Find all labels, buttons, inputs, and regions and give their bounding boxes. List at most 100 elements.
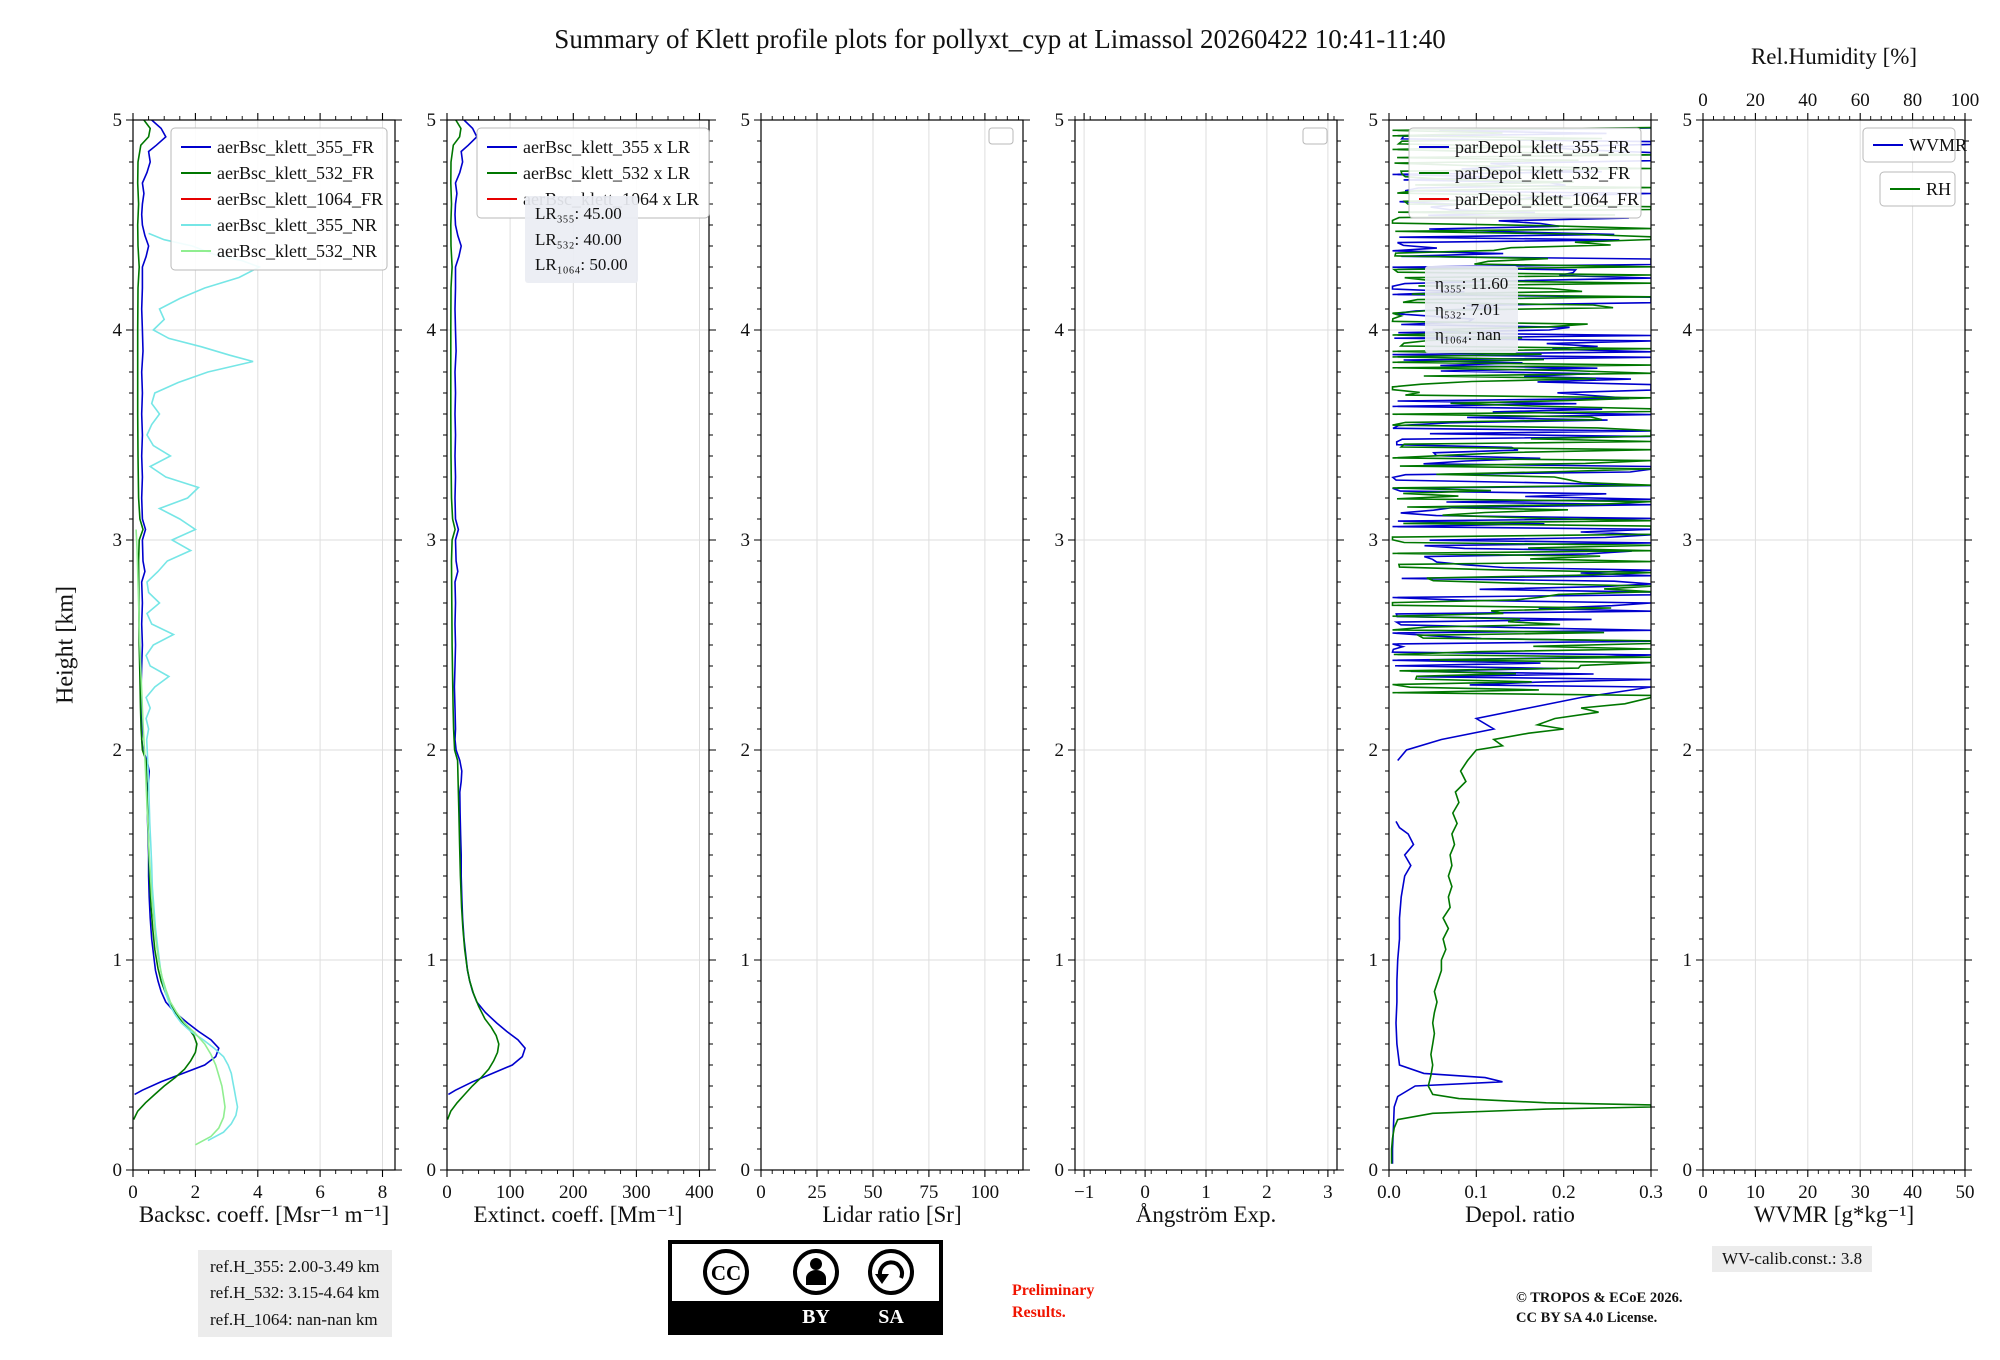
xlabel-backscatter: Backsc. coeff. [Msr⁻¹ m⁻¹] [138, 1202, 390, 1227]
eta-532-value: η₅₃₂: 7.01 [1435, 299, 1501, 319]
svg-text:4: 4 [113, 320, 123, 341]
svg-text:aerBsc_klett_355_FR: aerBsc_klett_355_FR [217, 137, 374, 157]
svg-text:1: 1 [1055, 950, 1065, 971]
svg-text:aerBsc_klett_355_NR: aerBsc_klett_355_NR [217, 215, 377, 235]
cc-by-sa-badge: CC BY SA [668, 1240, 943, 1340]
svg-text:2: 2 [1683, 740, 1693, 761]
svg-text:aerBsc_klett_532_NR: aerBsc_klett_532_NR [217, 241, 377, 261]
svg-text:parDepol_klett_532_FR: parDepol_klett_532_FR [1455, 163, 1630, 183]
svg-text:4: 4 [253, 1182, 263, 1203]
legend-depol: parDepol_klett_355_FR parDepol_klett_532_… [1408, 127, 1642, 219]
svg-text:1: 1 [427, 950, 437, 971]
svg-text:1: 1 [741, 950, 751, 971]
axes-frame [1702, 119, 1966, 1171]
svg-text:2: 2 [113, 740, 123, 761]
svg-text:400: 400 [685, 1182, 714, 1203]
svg-text:2: 2 [427, 740, 437, 761]
cc-logo-icon: CC [703, 1249, 749, 1295]
svg-text:1: 1 [1201, 1182, 1211, 1203]
copyright-line-2: CC BY SA 4.0 License. [1516, 1310, 1658, 1327]
svg-text:3: 3 [113, 530, 123, 551]
svg-text:2: 2 [1262, 1182, 1272, 1203]
svg-text:50: 50 [1956, 1182, 1975, 1203]
svg-text:100: 100 [971, 1182, 1000, 1203]
cc-by-person-icon [793, 1249, 839, 1295]
svg-text:1: 1 [113, 950, 123, 971]
series-group-depol [1390, 126, 1651, 1164]
panel-lidar_ratio: 0 25 50 75 100 0 1 2 3 4 5 [741, 110, 1030, 1203]
svg-text:25: 25 [808, 1182, 827, 1203]
lr-355-value: LR₃₅₅: 45.00 [535, 204, 622, 223]
wv-calib-note: WV-calib.const.: 3.8 [1712, 1246, 1873, 1272]
svg-text:100: 100 [496, 1182, 525, 1203]
copyright-note: © TROPOS & ECoE 2026. CC BY SA 4.0 Licen… [1516, 1288, 1682, 1329]
preliminary-line-1: Preliminary [1012, 1282, 1095, 1299]
cc-sa-label: SA [878, 1306, 904, 1328]
svg-text:RH: RH [1926, 179, 1951, 199]
svg-text:6: 6 [315, 1182, 325, 1203]
svg-text:0: 0 [1683, 1160, 1693, 1181]
svg-text:3: 3 [1323, 1182, 1333, 1203]
legend-extinction: aerBsc_klett_355 x LR aerBsc_klett_532 x … [476, 127, 710, 219]
svg-text:0: 0 [427, 1160, 437, 1181]
svg-text:0: 0 [1055, 1160, 1065, 1181]
series-parDepol_klett_532_FR [1390, 126, 1651, 1164]
svg-text:4: 4 [1055, 320, 1065, 341]
legend-wvmr: WVMR RH [1862, 127, 1967, 207]
svg-text:0.0: 0.0 [1377, 1182, 1401, 1203]
series-aerBsc_klett_532_NR [135, 529, 226, 1146]
svg-text:0.3: 0.3 [1639, 1182, 1663, 1203]
svg-text:20: 20 [1798, 1182, 1817, 1203]
lr-1064-value: LR₁₀₆₄: 50.00 [535, 255, 628, 274]
svg-text:3: 3 [427, 530, 437, 551]
legend-backscatter: aerBsc_klett_355_FR aerBsc_klett_532_FRae… [170, 127, 388, 271]
svg-text:50: 50 [864, 1182, 883, 1203]
svg-text:200: 200 [559, 1182, 588, 1203]
height-axis-label: Height [km] [52, 586, 79, 704]
figure-title: Summary of Klett profile plots for polly… [554, 24, 1446, 54]
rel-humidity-axis-label: Rel.Humidity [%] [1750, 44, 1918, 69]
svg-text:1: 1 [1683, 950, 1693, 971]
svg-text:300: 300 [622, 1182, 651, 1203]
svg-text:aerBsc_klett_355 x LR: aerBsc_klett_355 x LR [523, 137, 690, 157]
lidar-ratio-annotation: LR₃₅₅: 45.00 LR₅₃₂: 40.00 LR₁₀₆₄: 50.00 [525, 196, 638, 283]
svg-text:parDepol_klett_355_FR: parDepol_klett_355_FR [1455, 137, 1630, 157]
svg-text:CC: CC [711, 1261, 741, 1285]
svg-text:5: 5 [1055, 110, 1065, 131]
xlabel-lidar-ratio: Lidar ratio [Sr] [822, 1202, 962, 1227]
series-aerBsc_klett_355_NR [145, 232, 262, 1142]
reference-height-note: ref.H_355: 2.00-3.49 km ref.H_532: 3.15-… [198, 1250, 392, 1338]
svg-text:5: 5 [741, 110, 751, 131]
svg-text:5: 5 [427, 110, 437, 131]
svg-text:30: 30 [1851, 1182, 1870, 1203]
panel-extinction: 0 100 200 300 400 0 1 2 3 4 5 aerBsc_klett_355 x LR… [427, 110, 716, 1203]
axes-frame [760, 119, 1024, 1171]
svg-text:0: 0 [1698, 90, 1708, 111]
eta-1064-value: η₁₀₆₄: nan [1435, 325, 1502, 344]
cc-by-label: BY [802, 1306, 830, 1328]
ref-h-355: ref.H_355: 2.00-3.49 km [210, 1257, 380, 1276]
svg-text:5: 5 [1683, 110, 1693, 131]
series-group-extinction [447, 120, 527, 1120]
svg-text:parDepol_klett_1064_FR: parDepol_klett_1064_FR [1455, 189, 1639, 209]
svg-text:3: 3 [1683, 530, 1693, 551]
preliminary-results-note: Preliminary Results. [1012, 1280, 1094, 1323]
svg-text:0: 0 [1140, 1182, 1150, 1203]
eta-annotation: η₃₅₅: 11.60 η₅₃₂: 7.01 η₁₀₆₄: nan [1425, 266, 1519, 353]
svg-text:−1: −1 [1074, 1182, 1094, 1203]
series-aerBsc_klett_532 x LR [447, 120, 500, 1120]
lr-532-value: LR₅₃₂: 40.00 [535, 229, 622, 249]
xlabel-extinction: Extinct. coeff. [Mm⁻¹] [473, 1202, 683, 1227]
svg-text:4: 4 [427, 320, 437, 341]
panel-angstrom: −1 0 1 2 3 0 1 2 3 4 5 [1055, 110, 1344, 1203]
eta-355-value: η₃₅₅: 11.60 [1435, 274, 1509, 293]
svg-text:WVMR: WVMR [1909, 135, 1967, 155]
svg-text:10: 10 [1746, 1182, 1765, 1203]
xlabel-depol: Depol. ratio [1465, 1202, 1575, 1227]
ref-h-1064: ref.H_1064: nan-nan km [210, 1309, 378, 1329]
series-parDepol_klett_355_FR [1391, 127, 1651, 1164]
svg-text:75: 75 [919, 1182, 938, 1203]
svg-text:1: 1 [1369, 950, 1379, 971]
svg-text:aerBsc_klett_1064_FR: aerBsc_klett_1064_FR [217, 189, 383, 209]
